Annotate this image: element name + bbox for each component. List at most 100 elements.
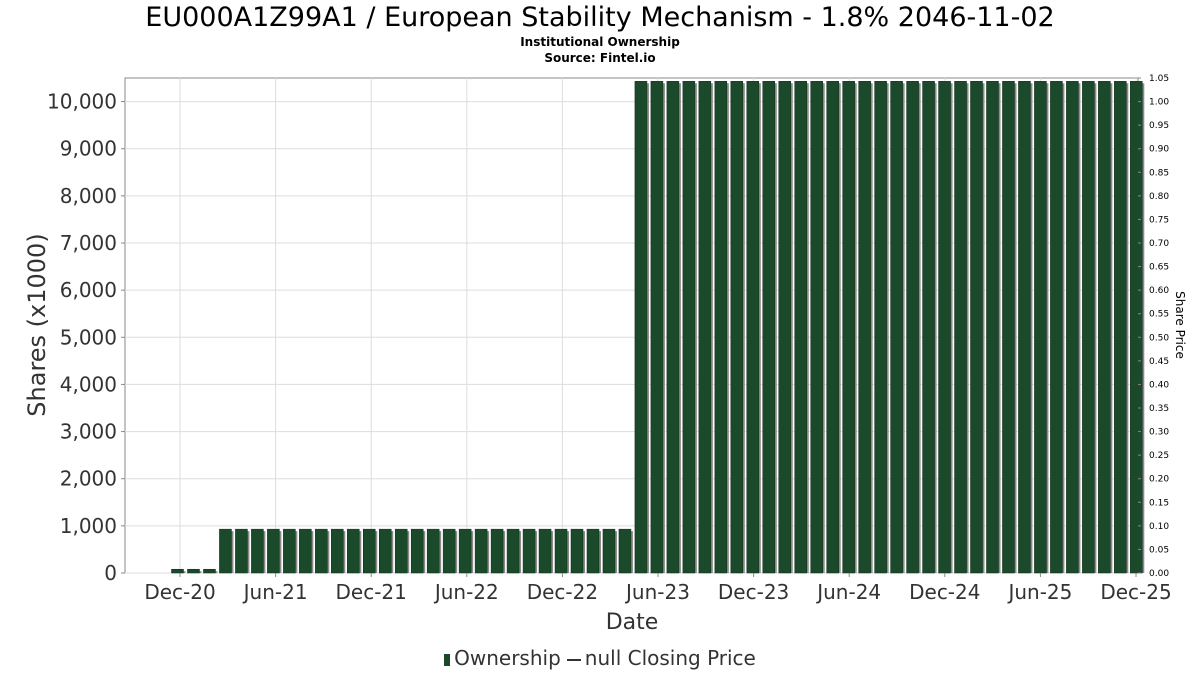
ownership-bar (426, 528, 440, 574)
ownership-bar (1130, 81, 1143, 574)
y2-tick-label: 0.10 (1149, 522, 1169, 532)
y2-tick-label: 0.40 (1149, 380, 1169, 390)
ownership-bar (219, 528, 232, 574)
y-tick-label: 1,000 (60, 514, 117, 538)
chart-subtitle: Institutional Ownership (520, 35, 680, 49)
legend-price-label: null Closing Price (584, 646, 756, 670)
ownership-bar (618, 528, 632, 574)
ownership-bar (251, 528, 264, 574)
chart-source: Source: Fintel.io (544, 51, 656, 65)
ownership-swatch (444, 653, 451, 666)
grid-layer (124, 77, 1139, 574)
x-tick-label: Dec-25 (1100, 580, 1171, 604)
y2-tick-label: 0.50 (1149, 333, 1169, 343)
ownership-bar (778, 81, 791, 574)
ownership-bar (187, 568, 200, 574)
y2-tick-label: 0.05 (1149, 545, 1169, 555)
ownership-bar (986, 81, 999, 574)
ownership-bar (1018, 81, 1031, 574)
y-tick-label: 0 (104, 561, 117, 585)
y2-tick-label: 0.55 (1149, 310, 1169, 320)
ownership-bar (682, 81, 696, 574)
ownership-bar (714, 81, 728, 574)
x-tick-label: Dec-24 (909, 580, 980, 604)
bar-layer (171, 81, 1145, 574)
ownership-bar (666, 81, 680, 574)
ownership-bar (906, 81, 919, 574)
x-tick-label: Dec-21 (336, 580, 407, 604)
y-tick-label: 4,000 (60, 372, 117, 396)
ownership-bar (522, 528, 536, 574)
ownership-bar (826, 81, 839, 574)
ownership-bar (538, 528, 552, 574)
ownership-bar (378, 528, 392, 574)
y2-tick-label: 0.65 (1149, 263, 1169, 273)
ownership-bar (794, 81, 807, 574)
y2-tick-label: 0.70 (1149, 239, 1169, 249)
x-tick-label: Dec-23 (718, 580, 789, 604)
chart-title: EU000A1Z99A1 / European Stability Mechan… (145, 2, 1055, 33)
ownership-bar (602, 528, 616, 574)
ownership-bar (506, 528, 520, 574)
y-tick-label: 3,000 (60, 420, 117, 444)
ownership-bar (410, 528, 424, 574)
y-tick-label: 6,000 (60, 278, 117, 302)
ownership-bar (970, 81, 983, 574)
ownership-bar (1082, 81, 1095, 574)
ownership-bar (1114, 81, 1127, 574)
y2-tick-label: 0.00 (1149, 569, 1169, 579)
ownership-bar (315, 528, 328, 574)
plot-area (124, 77, 1139, 574)
ownership-bar (235, 528, 248, 574)
ownership-bar (810, 81, 823, 574)
ownership-bar (890, 81, 903, 574)
y2-tick-label: 0.25 (1149, 451, 1169, 461)
y-tick-label: 2,000 (60, 467, 117, 491)
ownership-chart: 0 1,000 2,000 3,000 4,000 5,000 6,000 7,000 8,00… (23, 74, 1187, 635)
x-axis-title: Date (606, 610, 659, 635)
ownership-bar (299, 528, 312, 574)
y2-tick-label: 0.90 (1149, 145, 1169, 155)
ownership-bar (762, 81, 776, 574)
ownership-bar (171, 568, 184, 574)
y-tick-label: 5,000 (60, 325, 117, 349)
ownership-bar (922, 81, 935, 574)
ownership-bar (283, 528, 296, 574)
y2-tick-label: 0.15 (1149, 498, 1169, 508)
y-tick-label: 10,000 (47, 90, 117, 114)
y2-tick-label: 0.85 (1149, 168, 1169, 178)
price-line-swatch (566, 658, 581, 661)
y2-tick-label: 0.35 (1149, 404, 1169, 414)
y2-tick-label: 0.45 (1149, 357, 1169, 367)
x-tick-label: Dec-22 (527, 580, 598, 604)
ownership-bar (203, 568, 216, 574)
ownership-bar (1050, 81, 1063, 574)
y-axis-title: Shares (x1000) (23, 233, 51, 416)
ownership-bar (474, 528, 488, 574)
x-tick-label: Dec-20 (144, 580, 215, 604)
ownership-bar (650, 81, 664, 574)
ownership-bar (954, 81, 967, 574)
ownership-bar (1066, 81, 1079, 574)
ownership-bar (1034, 81, 1047, 574)
y2-tick-label: 0.95 (1149, 121, 1169, 131)
ownership-bar (347, 528, 360, 574)
ownership-bar (554, 528, 568, 574)
ownership-bar (842, 81, 855, 574)
x-tick-label: Jun-23 (624, 580, 690, 604)
ownership-bar (698, 81, 712, 574)
ownership-bar (858, 81, 871, 574)
ownership-bar (267, 528, 280, 574)
ownership-bar (394, 528, 408, 574)
y-tick-label: 9,000 (60, 137, 117, 161)
y2-tick-label: 0.60 (1149, 286, 1169, 296)
ownership-bar (490, 528, 504, 574)
y2-tick-label: 1.00 (1149, 98, 1169, 108)
ownership-bar (1002, 81, 1015, 574)
y2-tick-label: 0.30 (1149, 428, 1169, 438)
y-tick-label: 8,000 (60, 184, 117, 208)
ownership-bar (874, 81, 887, 574)
axis-layer: 0 1,000 2,000 3,000 4,000 5,000 6,000 7,000 8,00… (47, 74, 1172, 604)
ownership-bar (570, 528, 584, 574)
y2-tick-label: 0.20 (1149, 475, 1169, 485)
